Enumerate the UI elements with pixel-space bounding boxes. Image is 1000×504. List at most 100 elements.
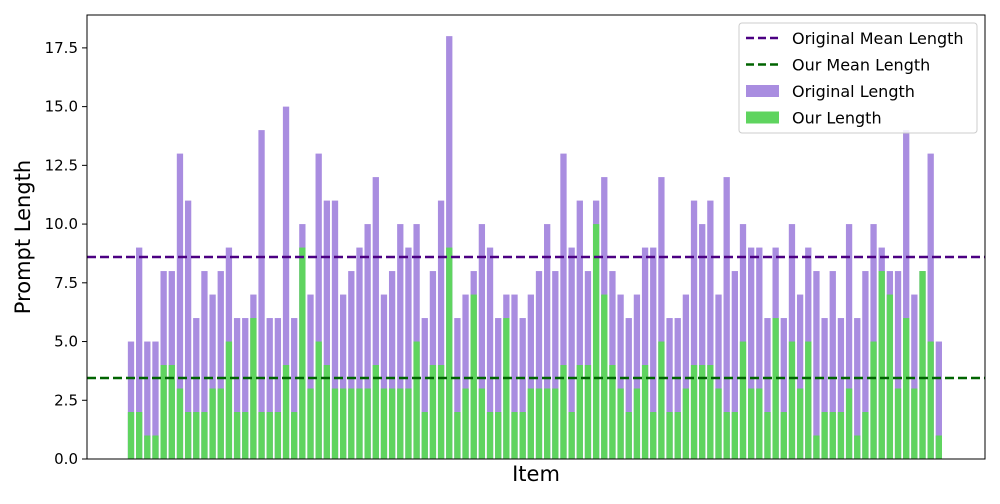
our-length-bar xyxy=(666,412,673,459)
original-length-bar xyxy=(544,224,551,459)
original-length-bar xyxy=(323,200,330,459)
original-length-bar xyxy=(625,318,632,459)
our-length-bar xyxy=(217,388,224,459)
our-length-bar xyxy=(682,388,690,459)
our-length-bar xyxy=(454,412,461,459)
y-tick-label: 12.5 xyxy=(45,156,78,174)
original-length-bar xyxy=(927,153,934,459)
y-tick-label: 17.5 xyxy=(45,39,78,57)
original-length-bar xyxy=(217,271,224,459)
our-length-bar xyxy=(707,365,714,459)
our-length-bar xyxy=(274,412,282,459)
our-length-bar xyxy=(331,388,339,459)
original-length-bar xyxy=(560,153,567,459)
our-length-bar xyxy=(413,341,420,459)
original-length-bar xyxy=(495,318,502,459)
our-length-bar xyxy=(935,435,942,459)
legend-item-our-mean: Our Mean Length xyxy=(746,56,930,75)
legend-item-our-length: Our Length xyxy=(746,109,882,128)
our-length-bar xyxy=(560,365,567,459)
our-length-bar xyxy=(299,247,306,459)
our-length-bar xyxy=(168,365,175,459)
original-length-bar xyxy=(388,271,396,459)
original-length-bar xyxy=(854,318,861,459)
our-length-bar xyxy=(601,294,608,459)
original-length-bar xyxy=(184,200,192,459)
our-length-bar xyxy=(903,318,910,459)
original-length-bar xyxy=(258,130,265,460)
our-length-bar xyxy=(641,365,649,459)
original-length-bar xyxy=(666,318,673,459)
original-length-bar xyxy=(356,247,363,459)
original-length-bar xyxy=(201,271,208,459)
our-length-bar xyxy=(225,341,233,459)
original-length-bar xyxy=(176,153,184,459)
our-length-bar xyxy=(152,435,159,459)
our-length-bar xyxy=(340,388,347,459)
our-length-bar xyxy=(503,318,510,459)
original-length-bar xyxy=(780,318,787,459)
our-length-bar xyxy=(780,412,787,459)
y-tick-label: 10.0 xyxy=(45,215,78,233)
original-length-bar xyxy=(331,200,339,459)
original-length-bar xyxy=(935,341,942,459)
original-length-bar xyxy=(707,200,714,459)
our-length-bar xyxy=(650,412,657,459)
original-length-bar xyxy=(437,200,445,459)
our-length-bar xyxy=(633,388,641,459)
original-length-bar xyxy=(535,271,543,459)
our-length-bar xyxy=(405,388,412,459)
y-tick-label: 5.0 xyxy=(54,333,78,351)
original-length-bar xyxy=(731,271,738,459)
our-length-bar xyxy=(323,365,330,459)
original-length-bar xyxy=(144,341,151,459)
original-length-bar xyxy=(282,106,290,460)
original-length-bar xyxy=(340,294,347,459)
original-length-bar xyxy=(348,271,355,459)
original-length-bar xyxy=(405,247,412,459)
our-length-bar xyxy=(845,388,853,459)
our-length-bar xyxy=(184,412,192,459)
legend: Original Mean Length Our Mean Length Origi… xyxy=(738,22,978,134)
original-length-bar xyxy=(903,130,910,460)
our-length-bar xyxy=(813,435,820,459)
our-length-bar xyxy=(748,388,755,459)
mean-lines-layer xyxy=(87,255,985,380)
our-length-bar xyxy=(576,365,583,459)
our-length-bar xyxy=(511,412,518,459)
our-length-bar xyxy=(690,365,698,459)
our-length-bar xyxy=(437,365,445,459)
our-length-bar xyxy=(315,341,322,459)
original-length-bar xyxy=(152,341,159,459)
original-length-bar xyxy=(845,224,853,459)
original-length-bar xyxy=(233,318,241,459)
original-length-bar xyxy=(421,318,428,459)
our-length-bar xyxy=(617,388,624,459)
our-length-bar xyxy=(233,412,241,459)
original-length-bar xyxy=(862,271,869,459)
original-length-bar xyxy=(127,341,135,459)
our-length-bar xyxy=(144,435,151,459)
original-length-bar xyxy=(658,177,665,459)
our-length-bar xyxy=(911,388,918,459)
original-length-bar xyxy=(699,224,706,459)
our-length-bar xyxy=(609,365,616,459)
our-length-bar xyxy=(870,341,877,459)
our-length-bar xyxy=(739,341,747,459)
original-length-bar xyxy=(764,318,771,459)
original-length-bar xyxy=(511,294,518,459)
our-length-bar xyxy=(209,388,216,459)
y-axis-title: Prompt Length xyxy=(11,160,35,314)
x-axis-title: Item xyxy=(512,462,560,486)
our-length-bar xyxy=(250,318,257,459)
our-length-bar xyxy=(421,412,428,459)
our-length-bar xyxy=(772,318,779,459)
original-length-bar xyxy=(821,318,828,459)
our-length-bar xyxy=(854,435,861,459)
plot-frame xyxy=(86,14,986,460)
our-length-bar xyxy=(201,412,208,459)
our-length-bar xyxy=(731,412,738,459)
our-length-bar xyxy=(805,341,812,459)
our-length-bar xyxy=(388,388,396,459)
